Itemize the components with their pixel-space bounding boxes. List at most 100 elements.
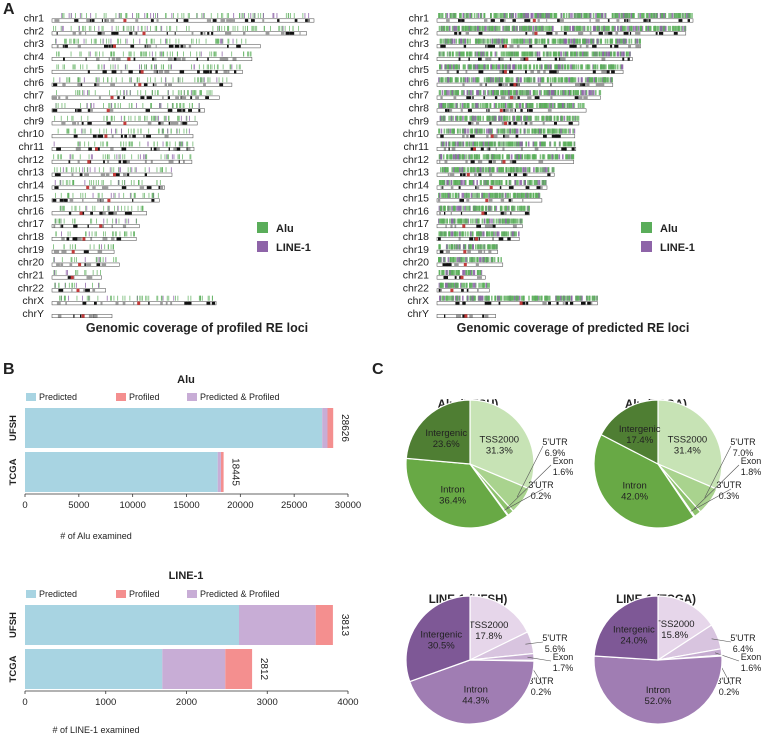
re-tick — [573, 128, 576, 134]
chrom-band — [589, 19, 591, 22]
re-tick — [561, 64, 563, 70]
re-tick — [449, 282, 451, 288]
re-tick — [440, 13, 443, 18]
re-tick — [279, 25, 281, 31]
re-tick — [162, 167, 163, 173]
re-tick — [471, 154, 473, 160]
re-tick — [218, 25, 220, 31]
re-tick — [602, 25, 604, 31]
chrom-band — [188, 44, 192, 48]
re-tick — [537, 128, 539, 134]
re-tick — [494, 141, 497, 147]
re-tick — [71, 154, 73, 160]
chrom-label: chr9 — [24, 115, 45, 127]
re-tick — [524, 192, 526, 198]
re-tick — [542, 103, 545, 108]
re-tick — [127, 205, 129, 211]
chrom-band — [558, 57, 561, 61]
re-tick — [535, 167, 538, 173]
chrom-body — [51, 95, 220, 100]
centromere — [127, 57, 131, 61]
re-tick — [537, 25, 540, 31]
chrom-band — [144, 160, 147, 164]
re-tick — [528, 51, 531, 57]
chrom-band — [520, 147, 523, 151]
re-tick — [462, 205, 464, 211]
re-tick — [478, 192, 480, 198]
re-tick — [439, 64, 441, 70]
re-tick — [119, 154, 121, 160]
re-tick — [178, 154, 180, 160]
re-tick — [451, 51, 454, 57]
re-tick — [76, 38, 78, 44]
re-tick — [228, 38, 230, 44]
chrom-band — [661, 31, 663, 35]
re-tick — [519, 180, 521, 185]
re-tick — [519, 25, 521, 31]
re-tick — [457, 257, 460, 263]
re-tick — [620, 51, 623, 57]
re-tick — [88, 90, 90, 96]
re-tick — [473, 192, 475, 198]
re-tick — [515, 64, 518, 70]
re-tick — [528, 167, 531, 173]
re-tick — [570, 141, 573, 147]
chrom-band — [95, 83, 100, 87]
re-tick — [79, 167, 80, 173]
re-tick — [518, 205, 521, 211]
re-tick — [470, 295, 472, 301]
chrom-band — [462, 134, 465, 138]
chrom-label: chr14 — [18, 180, 44, 192]
re-tick — [186, 25, 187, 31]
re-tick — [218, 77, 220, 83]
re-tick — [160, 64, 162, 70]
re-tick — [529, 180, 531, 185]
re-tick — [137, 25, 139, 31]
re-tick — [145, 295, 147, 301]
re-tick — [160, 103, 162, 108]
re-tick — [231, 64, 233, 70]
re-tick — [565, 38, 567, 44]
re-tick — [515, 218, 517, 224]
re-tick — [462, 64, 465, 70]
re-tick — [282, 25, 284, 31]
re-tick — [684, 13, 686, 18]
re-tick — [611, 25, 614, 31]
re-tick — [276, 13, 278, 18]
re-tick — [63, 244, 65, 250]
re-tick — [530, 25, 532, 31]
chrom-band — [501, 121, 506, 125]
re-tick — [215, 51, 217, 57]
re-tick — [483, 77, 486, 83]
re-tick — [513, 115, 515, 121]
re-tick — [512, 128, 514, 134]
re-tick — [601, 64, 604, 70]
re-tick — [508, 64, 511, 70]
re-tick — [565, 90, 567, 96]
re-tick — [518, 90, 521, 96]
re-tick — [444, 282, 447, 288]
re-tick — [483, 103, 485, 108]
re-tick — [484, 90, 486, 96]
chrom-band — [611, 70, 615, 74]
re-tick — [502, 192, 504, 198]
re-tick — [487, 257, 490, 263]
re-tick — [590, 38, 593, 44]
re-tick — [458, 257, 461, 263]
re-tick — [558, 77, 561, 83]
re-tick — [576, 13, 579, 18]
re-tick — [168, 295, 170, 301]
chrom-band — [220, 19, 224, 22]
re-tick — [103, 64, 105, 70]
re-tick — [72, 64, 74, 70]
chrom-band — [540, 186, 543, 189]
re-tick — [529, 38, 532, 44]
chrom-band — [463, 173, 466, 177]
re-tick — [105, 128, 107, 134]
re-tick — [524, 64, 527, 70]
re-tick — [74, 205, 76, 211]
chrom-band — [615, 31, 619, 35]
re-tick — [148, 167, 150, 173]
re-tick — [514, 218, 516, 224]
re-tick — [450, 38, 452, 44]
